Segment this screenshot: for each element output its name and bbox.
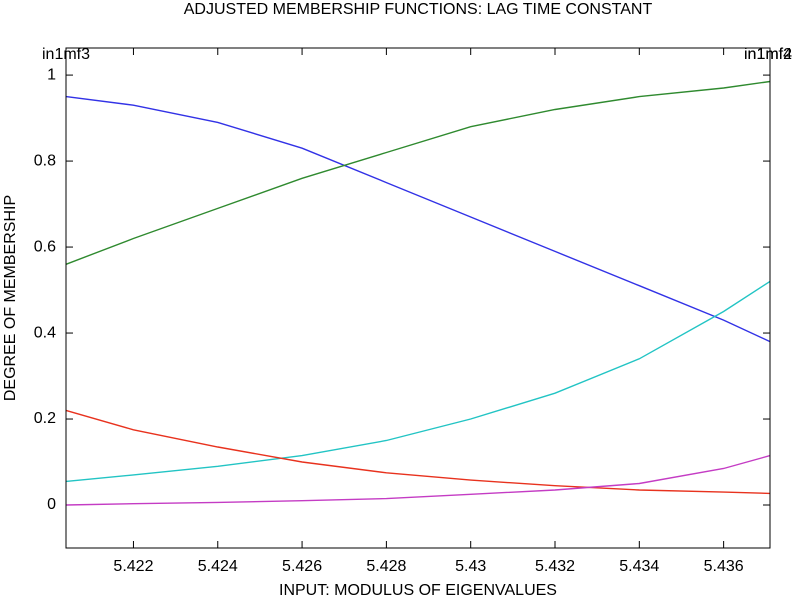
x-axis-label: INPUT: MODULUS OF EIGENVALUES [279,582,557,599]
y-tick-label: 0.4 [34,324,56,341]
chart-title: ADJUSTED MEMBERSHIP FUNCTIONS: LAG TIME … [184,1,653,18]
y-axis-label: DEGREE OF MEMBERSHIP [2,195,19,401]
mf-curve [65,95,771,343]
mf-curve [65,454,771,506]
mf-curve [65,80,771,265]
y-tick-label: 0.8 [34,152,56,169]
x-tick-label: 5.434 [619,558,659,575]
x-tick-label: 5.424 [198,558,238,575]
x-tick-label: 5.436 [704,558,744,575]
y-tick-label: 1 [47,66,56,83]
x-tick-label: 5.432 [535,558,575,575]
y-tick-label: 0.6 [34,238,56,255]
mf-label: in1mf3 [42,46,90,63]
x-tick-label: 5.422 [113,558,153,575]
y-tick-label: 0.2 [34,410,56,427]
mf-curve [65,409,771,495]
mf-label: in1mf2 [744,46,792,63]
mf-curve [65,280,771,483]
plot-frame [65,47,771,549]
x-tick-label: 5.428 [366,558,406,575]
mf-label: in1mf4 [744,46,792,63]
y-tick-label: 0 [47,496,56,513]
x-tick-label: 5.426 [282,558,322,575]
x-tick-label: 5.43 [455,558,486,575]
